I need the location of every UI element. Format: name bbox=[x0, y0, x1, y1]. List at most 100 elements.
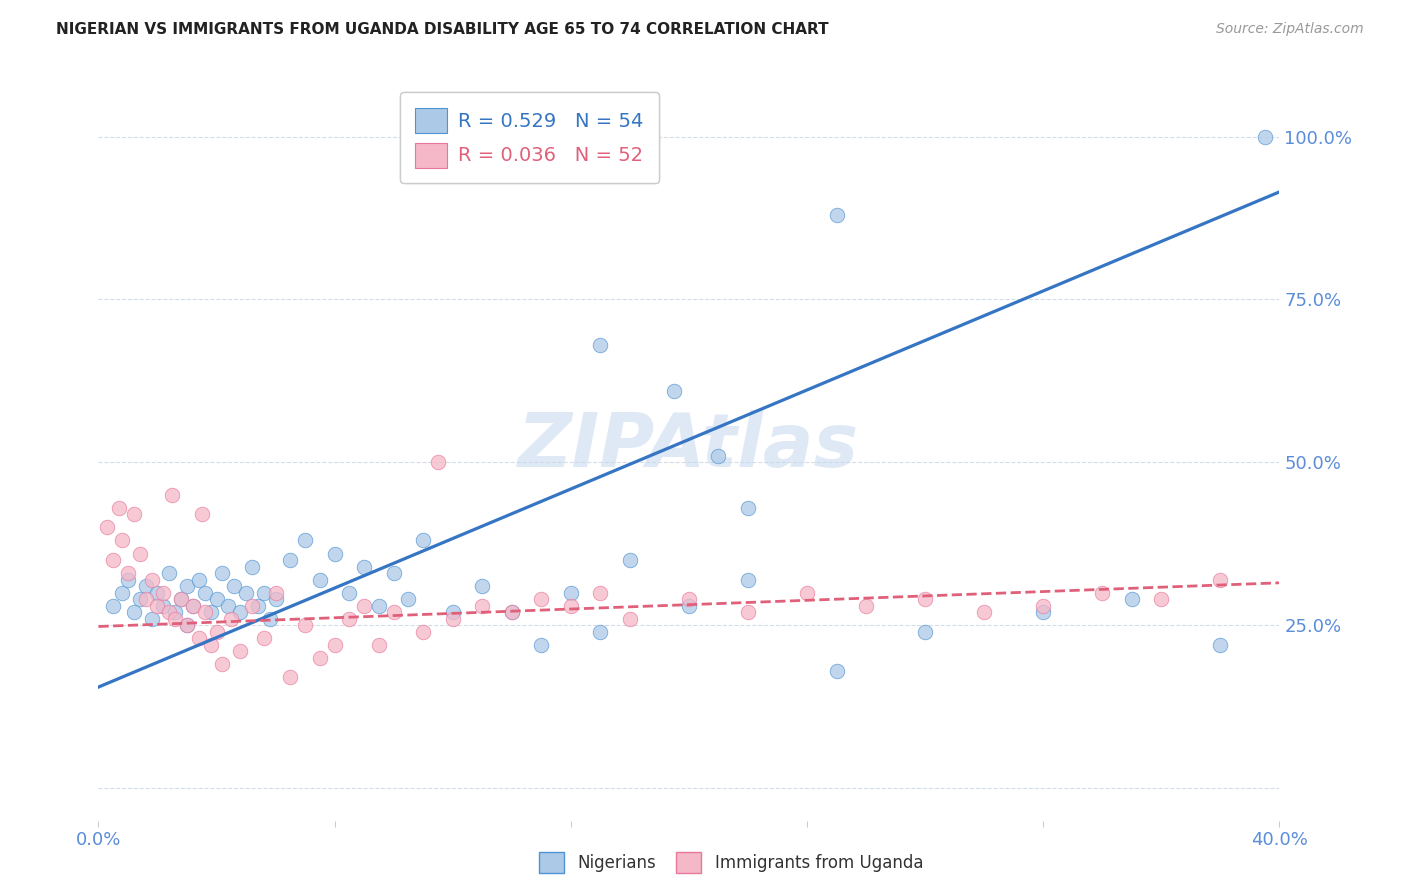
Point bbox=[146, 585, 169, 599]
Point bbox=[152, 599, 174, 613]
Point bbox=[152, 585, 174, 599]
Point bbox=[501, 605, 523, 619]
Point bbox=[678, 599, 700, 613]
Point bbox=[1032, 605, 1054, 619]
Point bbox=[146, 599, 169, 613]
Point bbox=[122, 605, 145, 619]
Point bbox=[165, 612, 187, 626]
Legend: R = 0.529   N = 54, R = 0.036   N = 52: R = 0.529 N = 54, R = 0.036 N = 52 bbox=[399, 92, 659, 183]
Point bbox=[973, 605, 995, 619]
Point bbox=[224, 579, 246, 593]
Point bbox=[501, 605, 523, 619]
Point bbox=[96, 520, 118, 534]
Point bbox=[530, 592, 553, 607]
Point bbox=[194, 605, 217, 619]
Point bbox=[217, 599, 239, 613]
Point bbox=[1209, 638, 1232, 652]
Point bbox=[589, 585, 612, 599]
Point bbox=[128, 547, 150, 561]
Point bbox=[427, 455, 450, 469]
Point bbox=[157, 566, 180, 580]
Point bbox=[176, 618, 198, 632]
Point bbox=[855, 599, 877, 613]
Point bbox=[294, 618, 316, 632]
Point bbox=[162, 488, 183, 502]
Point bbox=[205, 624, 228, 639]
Point bbox=[141, 573, 163, 587]
Point bbox=[1032, 599, 1054, 613]
Point bbox=[825, 208, 848, 222]
Point bbox=[240, 559, 263, 574]
Point bbox=[471, 579, 494, 593]
Point bbox=[412, 533, 434, 548]
Point bbox=[176, 579, 198, 593]
Point bbox=[200, 605, 222, 619]
Point bbox=[1254, 129, 1277, 144]
Point bbox=[235, 585, 257, 599]
Point bbox=[398, 592, 420, 607]
Point bbox=[246, 599, 269, 613]
Point bbox=[737, 500, 759, 515]
Point bbox=[368, 638, 391, 652]
Point bbox=[412, 624, 434, 639]
Point bbox=[157, 605, 180, 619]
Point bbox=[165, 605, 187, 619]
Legend: Nigerians, Immigrants from Uganda: Nigerians, Immigrants from Uganda bbox=[533, 846, 929, 880]
Point bbox=[117, 566, 139, 580]
Point bbox=[111, 533, 134, 548]
Point bbox=[181, 599, 204, 613]
Point bbox=[280, 553, 302, 567]
Point bbox=[353, 599, 375, 613]
Point bbox=[170, 592, 193, 607]
Point bbox=[122, 508, 145, 522]
Point bbox=[229, 605, 252, 619]
Point bbox=[309, 650, 332, 665]
Point bbox=[264, 585, 287, 599]
Point bbox=[530, 638, 553, 652]
Text: Source: ZipAtlas.com: Source: ZipAtlas.com bbox=[1216, 22, 1364, 37]
Point bbox=[135, 579, 157, 593]
Point bbox=[441, 612, 464, 626]
Point bbox=[796, 585, 818, 599]
Text: ZIPAtlas: ZIPAtlas bbox=[519, 409, 859, 483]
Point bbox=[560, 585, 582, 599]
Point bbox=[211, 657, 233, 672]
Point bbox=[339, 585, 361, 599]
Point bbox=[1121, 592, 1143, 607]
Point bbox=[108, 500, 131, 515]
Point bbox=[323, 638, 346, 652]
Point bbox=[914, 592, 936, 607]
Point bbox=[678, 592, 700, 607]
Point bbox=[229, 644, 252, 658]
Point bbox=[221, 612, 243, 626]
Point bbox=[141, 612, 163, 626]
Point bbox=[191, 508, 214, 522]
Point bbox=[737, 573, 759, 587]
Point bbox=[294, 533, 316, 548]
Point bbox=[187, 573, 209, 587]
Point bbox=[187, 631, 209, 645]
Point bbox=[280, 670, 302, 684]
Point bbox=[103, 553, 125, 567]
Point bbox=[323, 547, 346, 561]
Point bbox=[253, 585, 276, 599]
Point bbox=[1150, 592, 1173, 607]
Point bbox=[589, 338, 612, 352]
Point bbox=[382, 605, 405, 619]
Point bbox=[471, 599, 494, 613]
Text: NIGERIAN VS IMMIGRANTS FROM UGANDA DISABILITY AGE 65 TO 74 CORRELATION CHART: NIGERIAN VS IMMIGRANTS FROM UGANDA DISAB… bbox=[56, 22, 830, 37]
Point bbox=[368, 599, 391, 613]
Point bbox=[353, 559, 375, 574]
Point bbox=[619, 553, 641, 567]
Point bbox=[194, 585, 217, 599]
Point bbox=[1091, 585, 1114, 599]
Point bbox=[589, 624, 612, 639]
Point bbox=[128, 592, 150, 607]
Point bbox=[240, 599, 263, 613]
Point bbox=[264, 592, 287, 607]
Point bbox=[205, 592, 228, 607]
Point bbox=[619, 612, 641, 626]
Point bbox=[707, 449, 730, 463]
Point bbox=[170, 592, 193, 607]
Point bbox=[176, 618, 198, 632]
